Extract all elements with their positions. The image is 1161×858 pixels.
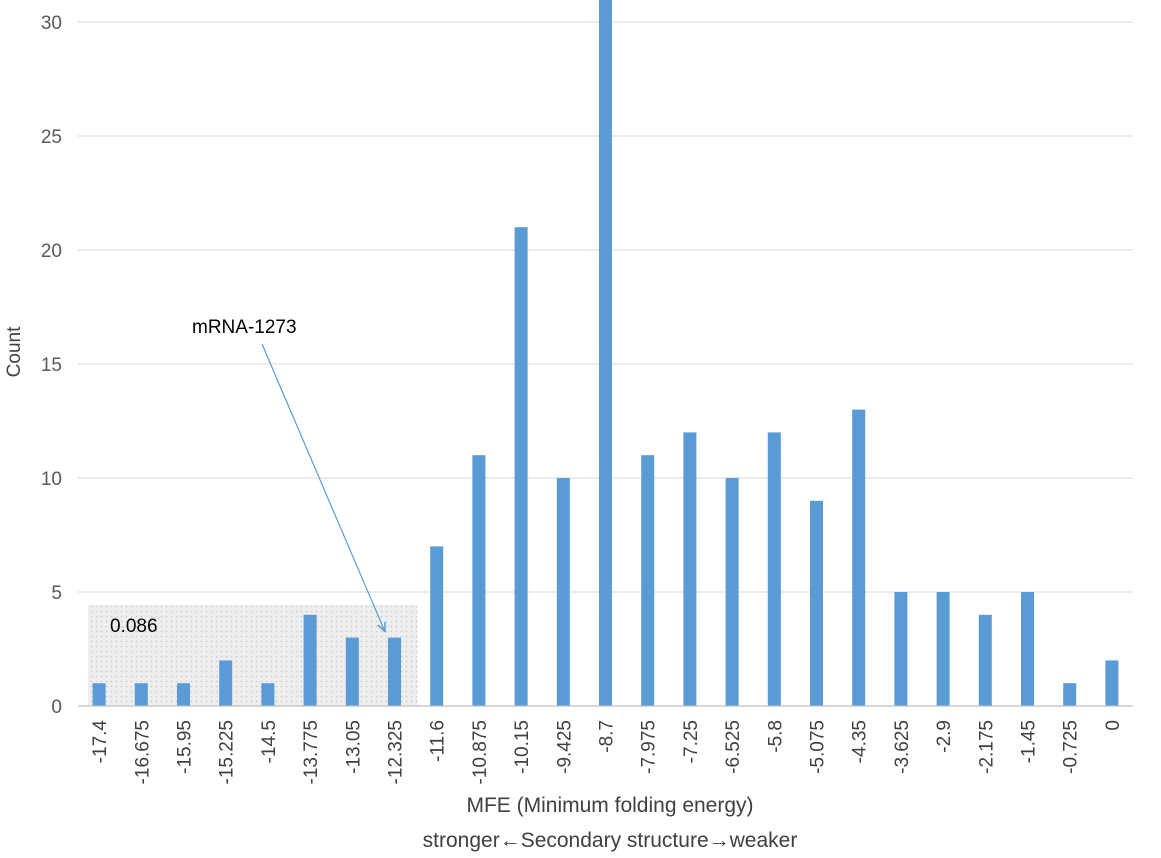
x-tick-label: -8.7	[597, 720, 618, 753]
x-tick-label: -7.25	[681, 720, 702, 763]
bar	[430, 546, 444, 706]
bar	[1021, 592, 1034, 706]
bars	[92, 0, 1119, 706]
x-tick-label: -12.325	[386, 720, 407, 784]
x-tick-label: -7.975	[639, 720, 660, 774]
bar	[978, 614, 992, 706]
x-tick-label: -9.425	[554, 720, 575, 774]
bar	[177, 683, 190, 706]
x-tick-label: -4.35	[850, 720, 871, 763]
y-tick-label: 20	[41, 241, 62, 262]
bar	[1063, 683, 1077, 706]
callout-label: mRNA-1273	[192, 317, 297, 338]
x-tick-label: -5.075	[808, 720, 829, 774]
x-tick-label: -10.15	[512, 720, 533, 774]
bar	[303, 614, 317, 706]
x-tick-label: -14.5	[259, 720, 280, 763]
x-tick-label: -10.875	[470, 720, 491, 784]
x-tick-label: -13.775	[301, 720, 322, 784]
bar	[936, 592, 950, 706]
bar	[725, 478, 739, 706]
bar	[767, 432, 781, 706]
x-tick-label: -6.525	[723, 720, 744, 774]
y-tick-label: 25	[41, 127, 62, 148]
bar	[683, 432, 697, 706]
bar	[514, 227, 528, 706]
bar	[852, 409, 866, 706]
bar	[388, 637, 401, 706]
x-axis-subtitle: stronger←Secondary structure→weaker	[423, 829, 798, 852]
callout-arrow	[261, 343, 385, 631]
y-tick-label: 0	[51, 697, 62, 718]
y-axis-title: Count	[4, 326, 25, 377]
bar	[261, 683, 275, 706]
x-tick-label: -11.6	[428, 720, 449, 762]
bar	[92, 683, 106, 706]
x-tick-label: -3.625	[892, 720, 913, 774]
bar	[894, 592, 908, 706]
bar	[345, 637, 359, 706]
annotations: 0.086 mRNA-1273	[110, 317, 385, 637]
y-tick-label: 30	[41, 13, 62, 34]
x-tick-label: -1.45	[1019, 720, 1040, 763]
x-tick-label: -17.4	[90, 720, 111, 764]
x-tick-label: -13.05	[343, 720, 364, 774]
x-axis-title: MFE (Minimum folding energy)	[466, 794, 753, 817]
bar	[556, 478, 570, 706]
y-tick-label: 15	[41, 355, 62, 376]
y-tick-label: 5	[51, 583, 62, 604]
x-tick-label: 0	[1103, 720, 1124, 731]
x-tick-label: -15.225	[217, 720, 238, 784]
y-tick-label: 10	[41, 469, 62, 490]
bar	[1105, 660, 1119, 706]
bar	[472, 455, 486, 706]
bar	[641, 455, 655, 706]
axes: 0 5 10 15 20 25 30 -17.4 -16.675 -15.95 -15.225 -14…	[4, 13, 1133, 852]
x-tick-label: -16.675	[132, 720, 153, 784]
bar	[810, 500, 823, 706]
x-tick-label: -5.8	[765, 720, 786, 753]
bar	[219, 660, 233, 706]
x-tick-label: -15.95	[175, 720, 196, 774]
shaded-region-label: 0.086	[110, 616, 158, 637]
x-tick-label: -2.9	[934, 720, 955, 753]
x-tick-label: -0.725	[1061, 720, 1082, 774]
bar	[134, 683, 148, 706]
bar	[599, 0, 612, 706]
x-tick-label: -2.175	[976, 720, 997, 774]
